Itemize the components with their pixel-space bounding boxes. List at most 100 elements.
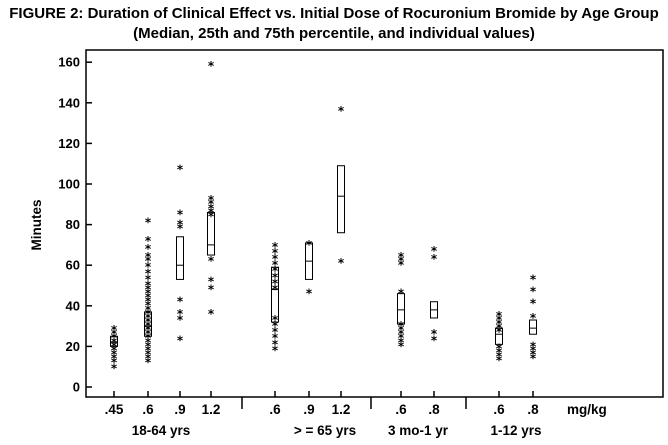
point-0-1-25: * <box>145 242 152 256</box>
point-0-1-5: * <box>145 335 152 349</box>
point-2-1-2: * <box>431 252 438 266</box>
point-3-0-5: * <box>496 321 503 335</box>
point-0-1-4: * <box>145 339 152 353</box>
group-label-0: 18-64 yrs <box>132 423 191 438</box>
y-tick-label-0: 0 <box>73 380 80 395</box>
y-tick-label-100: 100 <box>58 177 80 192</box>
point-2-0-5: * <box>398 319 405 333</box>
point-3-0-3: * <box>496 341 503 355</box>
y-tick-label-60: 60 <box>66 258 80 273</box>
point-3-0-7: * <box>496 313 503 327</box>
point-0-3-3: * <box>208 254 215 268</box>
point-1-0-11: * <box>272 252 279 266</box>
point-3-0-0: * <box>496 354 503 368</box>
point-3-0-2: * <box>496 345 503 359</box>
point-0-1-22: * <box>145 260 152 274</box>
box-0-1 <box>144 311 152 337</box>
point-0-1-21: * <box>145 266 152 280</box>
group-label-3: 1-12 yrs <box>490 423 541 438</box>
point-3-1-2: * <box>530 343 537 357</box>
point-1-1-1: * <box>306 238 313 252</box>
point-0-1-16: * <box>145 291 152 305</box>
point-0-3-8: * <box>208 193 215 207</box>
point-0-0-8: * <box>111 327 118 341</box>
point-1-0-10: * <box>272 258 279 272</box>
box-2-0 <box>397 293 405 325</box>
point-0-2-3: * <box>177 295 184 309</box>
box-group-0-2: ******** <box>176 163 184 347</box>
point-0-1-6: * <box>145 331 152 345</box>
point-1-0-2: * <box>272 331 279 345</box>
box-group-0-0: ********** <box>110 323 118 376</box>
point-2-0-9: * <box>398 250 405 264</box>
point-0-1-12: * <box>145 307 152 321</box>
dose-label-0-0: .45 <box>105 402 124 417</box>
dose-label-2-0: .6 <box>395 402 407 417</box>
point-0-1-23: * <box>145 254 152 268</box>
y-axis-label: Minutes <box>29 199 44 250</box>
point-0-2-7: * <box>177 163 184 177</box>
group-label-1: > = 65 yrs <box>294 423 356 438</box>
point-0-2-0: * <box>177 333 184 347</box>
y-tick-label-80: 80 <box>66 217 80 232</box>
point-0-2-2: * <box>177 307 184 321</box>
point-3-1-6: * <box>530 285 537 299</box>
point-2-0-8: * <box>398 254 405 268</box>
box-group-2-1: **** <box>430 244 438 347</box>
box-3-0 <box>495 327 503 345</box>
point-0-3-4: * <box>208 209 215 223</box>
point-2-0-0: * <box>398 339 405 353</box>
plot-frame <box>85 49 664 398</box>
point-1-0-12: * <box>272 246 279 260</box>
point-0-1-8: * <box>145 323 152 337</box>
box-group-1-2: ** <box>337 104 345 270</box>
point-3-0-4: * <box>496 325 503 339</box>
dose-label-1-1: .9 <box>303 402 314 417</box>
box-group-1-0: ************** <box>271 240 279 357</box>
point-0-1-13: * <box>145 303 152 317</box>
box-group-0-1: **************************** <box>144 216 152 370</box>
point-1-0-5: * <box>272 313 279 327</box>
point-1-0-8: * <box>272 270 279 284</box>
point-0-0-6: * <box>111 335 118 349</box>
box-group-3-1: ******** <box>529 272 537 366</box>
box-group-0-3: ********** <box>207 59 215 321</box>
point-0-1-1: * <box>145 352 152 366</box>
point-3-1-3: * <box>530 339 537 353</box>
point-1-0-13: * <box>272 240 279 254</box>
point-0-0-0: * <box>111 362 118 376</box>
point-0-1-15: * <box>145 295 152 309</box>
box-group-3-0: ********* <box>495 309 503 368</box>
point-2-1-3: * <box>431 244 438 258</box>
point-0-2-5: * <box>177 218 184 232</box>
point-0-1-20: * <box>145 272 152 286</box>
box-1-2 <box>337 165 345 234</box>
point-0-3-2: * <box>208 274 215 288</box>
point-3-1-0: * <box>530 352 537 366</box>
point-0-2-1: * <box>177 313 184 327</box>
point-0-3-1: * <box>208 283 215 297</box>
point-2-0-6: * <box>398 287 405 301</box>
point-0-3-9: * <box>208 59 215 73</box>
point-0-1-3: * <box>145 343 152 357</box>
dose-label-2-1: .8 <box>428 402 440 417</box>
point-1-1-0: * <box>306 287 313 301</box>
point-0-1-11: * <box>145 311 152 325</box>
point-1-0-4: * <box>272 319 279 333</box>
point-1-2-1: * <box>338 104 345 118</box>
point-3-1-1: * <box>530 347 537 361</box>
box-3-1 <box>529 319 537 335</box>
point-0-0-3: * <box>111 347 118 361</box>
group-label-2: 3 mo-1 yr <box>388 423 449 438</box>
point-1-0-7: * <box>272 276 279 290</box>
point-1-0-6: * <box>272 283 279 297</box>
chart-title: FIGURE 2: Duration of Clinical Effect vs… <box>9 5 659 22</box>
plot-marks: ****************************************… <box>110 59 537 376</box>
box-group-1-1: ** <box>305 238 313 301</box>
point-0-1-17: * <box>145 287 152 301</box>
point-0-1-19: * <box>145 278 152 292</box>
point-0-1-24: * <box>145 250 152 264</box>
point-0-0-7: * <box>111 331 118 345</box>
point-1-2-0: * <box>338 256 345 270</box>
